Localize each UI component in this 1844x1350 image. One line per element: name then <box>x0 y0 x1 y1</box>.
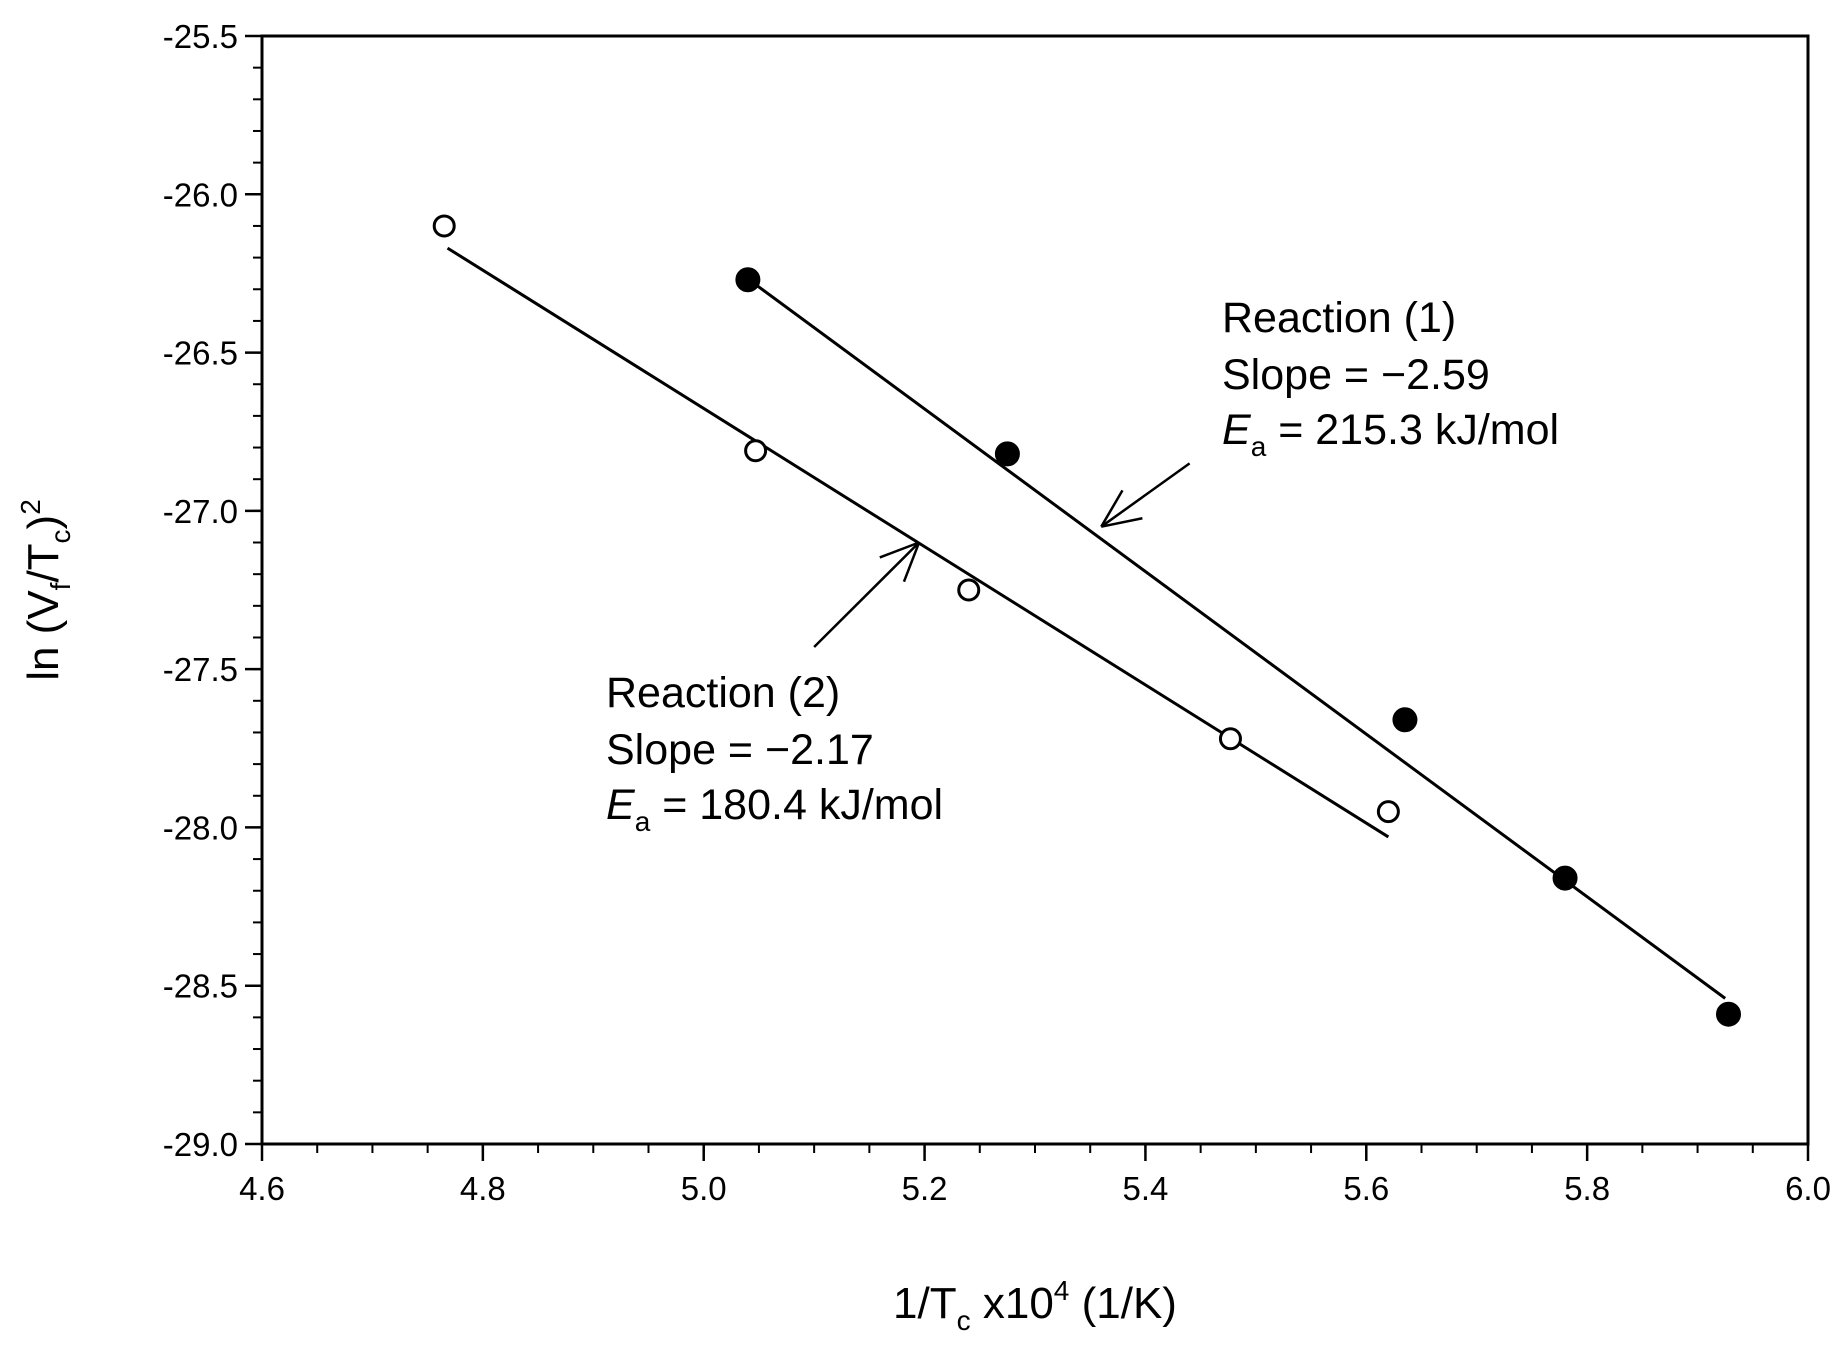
y-tick-label: -26.5 <box>163 335 238 372</box>
y-tick-label: -25.5 <box>163 18 238 55</box>
arrow-shaft-reaction-1 <box>1100 462 1191 528</box>
annotation-reaction-2-ea: Ea = 180.4 kJ/mol <box>606 781 943 837</box>
y-tick-label: -28.0 <box>163 809 238 846</box>
arrow-head-reaction-2 <box>902 542 921 583</box>
arrow-head-reaction-1 <box>1101 517 1143 528</box>
x-axis-title: 1/Tc x104 (1/K) <box>893 1275 1177 1336</box>
y-axis-title: ln (Vf/Tc)2 <box>15 499 76 681</box>
x-tick-label: 5.2 <box>902 1170 948 1207</box>
data-point-open <box>432 214 456 238</box>
y-tick-label: -27.5 <box>163 651 238 688</box>
arrow-head-reaction-2 <box>879 541 920 559</box>
annotation-reaction-2: Reaction (2) Slope = −2.17 Ea = 180.4 kJ… <box>606 669 943 837</box>
fit-lines <box>446 246 1727 1000</box>
data-point-filled <box>994 441 1020 467</box>
x-tick-label: 5.4 <box>1122 1170 1168 1207</box>
ea-symbol: E <box>606 781 636 829</box>
data-point-filled <box>1715 1001 1741 1027</box>
data-point-open <box>744 439 768 463</box>
arrow-head-reaction-1 <box>1100 489 1124 528</box>
x-tick-label: 4.8 <box>460 1170 506 1207</box>
annotation-reaction-1-slope: Slope = −2.59 <box>1222 351 1490 399</box>
arrow-shaft-reaction-2 <box>813 541 920 648</box>
x-tick-labels: 4.6 4.8 5.0 5.2 5.4 5.6 5.8 6.0 <box>239 1170 1831 1207</box>
annotation-reaction-2-slope: Slope = −2.17 <box>606 726 874 774</box>
data-point-filled <box>735 267 761 293</box>
x-tick-label: 6.0 <box>1785 1170 1831 1207</box>
ea-symbol: E <box>1222 406 1252 454</box>
y-tick-label: -26.0 <box>163 176 238 213</box>
y-tick-label: -28.5 <box>163 968 238 1005</box>
ea-subscript: a <box>1251 431 1267 462</box>
ea-value: = 215.3 kJ/mol <box>1266 406 1559 454</box>
data-points <box>432 214 1741 1027</box>
data-point-filled <box>1552 865 1578 891</box>
data-point-open <box>1218 727 1242 751</box>
axis-ticks <box>245 34 1810 1161</box>
y-tick-labels: -29.0 -28.5 -28.0 -27.5 -27.0 -26.5 -26.0 -25.5 <box>163 18 238 1163</box>
annotation-reaction-1-title: Reaction (1) <box>1222 294 1456 342</box>
annotation-reaction-1-ea: Ea = 215.3 kJ/mol <box>1222 406 1559 462</box>
x-tick-label: 5.0 <box>681 1170 727 1207</box>
data-point-filled <box>1392 707 1418 733</box>
plot-area-frame <box>260 34 1810 1146</box>
x-tick-label: 4.6 <box>239 1170 285 1207</box>
annotation-reaction-1: Reaction (1) Slope = −2.59 Ea = 215.3 kJ… <box>1222 294 1559 462</box>
data-point-open <box>1376 800 1400 824</box>
data-point-open <box>957 578 981 602</box>
ea-subscript: a <box>635 806 651 837</box>
ea-value: = 180.4 kJ/mol <box>650 781 943 829</box>
y-tick-label: -29.0 <box>163 1126 238 1163</box>
x-tick-label: 5.8 <box>1564 1170 1610 1207</box>
y-tick-label: -27.0 <box>163 493 238 530</box>
x-tick-label: 5.6 <box>1343 1170 1389 1207</box>
annotation-arrows <box>813 462 1191 648</box>
annotation-reaction-2-title: Reaction (2) <box>606 669 840 717</box>
